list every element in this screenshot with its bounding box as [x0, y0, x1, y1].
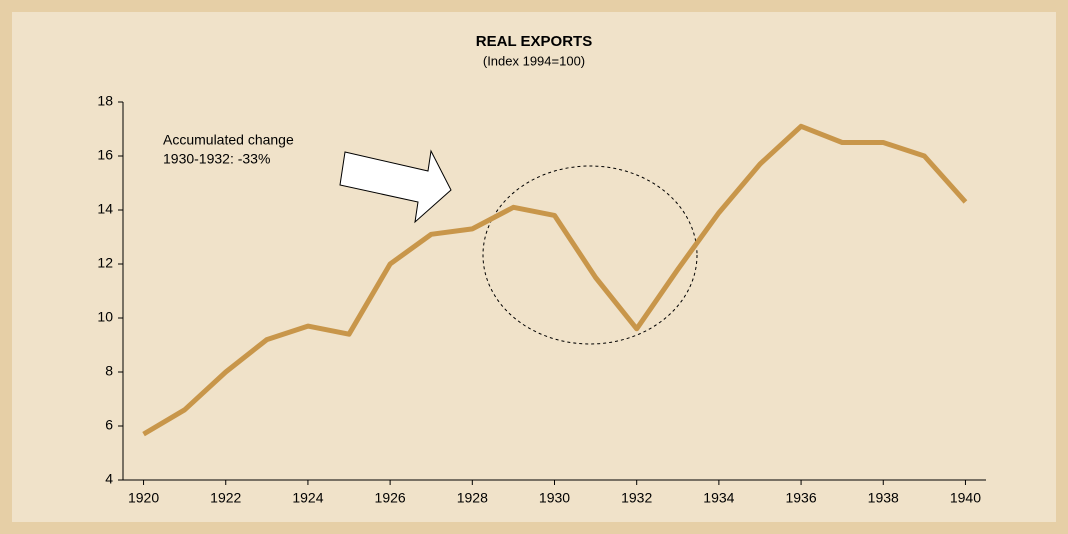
annotation: Accumulated change: [163, 132, 294, 148]
x-tick-label: 1930: [539, 490, 570, 506]
highlight-ellipse: [482, 165, 698, 345]
x-tick-label: 1924: [292, 490, 323, 506]
y-tick-label: 14: [97, 201, 113, 217]
x-tick-label: 1940: [950, 490, 981, 506]
data-line: [142, 123, 968, 437]
y-tick-label: 18: [97, 93, 113, 109]
annotation: 1930-1932: -33%: [163, 151, 270, 167]
x-tick-label: 1934: [703, 490, 734, 506]
y-tick-label: 10: [97, 309, 113, 325]
chart-subtitle: (Index 1994=100): [483, 53, 585, 68]
x-tick-label: 1926: [375, 490, 406, 506]
x-tick-label: 1936: [785, 490, 816, 506]
y-tick-label: 12: [97, 255, 113, 271]
annotation-arrow: [339, 149, 452, 224]
x-tick-label: 1920: [128, 490, 159, 506]
y-tick-label: 4: [105, 471, 113, 487]
y-tick-label: 16: [97, 147, 113, 163]
x-tick-label: 1938: [868, 490, 899, 506]
y-tick-label: 6: [105, 417, 113, 433]
x-tick-label: 1928: [457, 490, 488, 506]
x-tick-label: 1922: [210, 490, 241, 506]
panel: [12, 12, 1056, 522]
chart-title: REAL EXPORTS: [476, 33, 592, 50]
x-tick-label: 1932: [621, 490, 652, 506]
y-tick-label: 8: [105, 363, 113, 379]
